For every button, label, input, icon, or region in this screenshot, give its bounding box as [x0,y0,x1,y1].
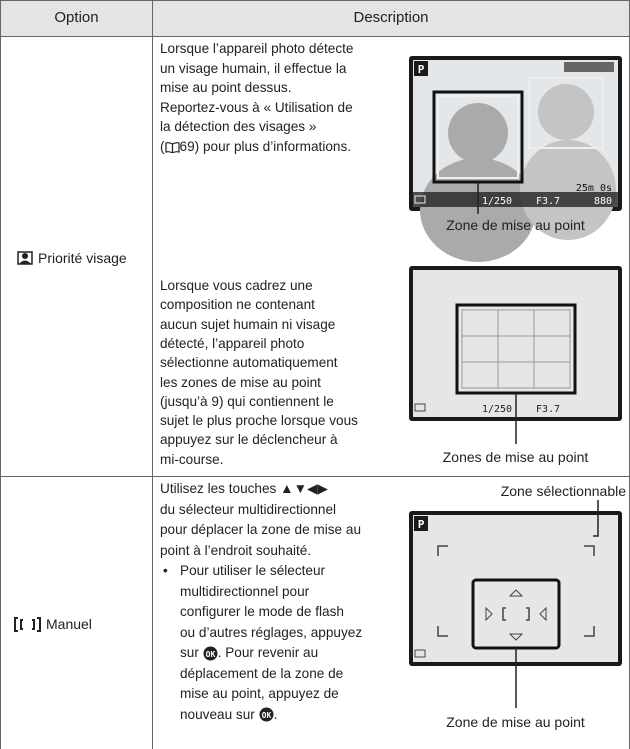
text-line: appuyez sur le déclencheur à [160,432,338,448]
text-part: . Pour revenir au [217,645,319,660]
screen-time: 25m 0s [576,183,612,194]
header-description: Description [153,0,629,36]
text-line: Pour utiliser le sélecteur [180,563,326,578]
text-part: ( [160,139,165,154]
text-line: aucun sujet humain ni visage [160,316,336,332]
text-line: les zones de mise au point [160,374,321,390]
text-line: Lorsque l’appareil photo détecte [160,41,354,56]
text-line: (jusqu’à 9) qui contiennent le [160,393,334,409]
text-line: Reportez-vous à « Utilisation de [160,99,353,115]
text-line: mise au point dessus. [160,80,292,96]
screen-shots: 880 [594,196,612,207]
text-part: sur [180,645,203,660]
caption: Zones de mise au point [442,449,589,465]
inline-icon: OK [203,645,218,661]
inline-icon: OK [259,707,274,722]
inline-icon [164,139,180,154]
caption: Zone sélectionnable [500,483,626,499]
svg-text:OK: OK [205,650,215,659]
caption: Zone de mise au point [446,714,585,730]
screen-mode: P [418,63,425,76]
svg-text:OK: OK [261,711,271,720]
caption: Zone de mise au point [446,217,585,233]
text-part: 69) pour plus d’informations. [179,139,352,154]
text-line: (69) pour plus d’informations. [160,139,351,154]
text-line: ou d’autres réglages, appuyez [180,624,363,640]
text-line: du sélecteur multidirectionnel [160,501,337,517]
text-line: un visage humain, il effectue la [160,60,347,76]
text-line: mi-course. [160,451,224,467]
text-line: sujet le plus proche lorsque vous [160,413,358,429]
bullet-dot: • [163,563,168,578]
text-line: nouveau sur OK. [180,707,277,723]
face-icon [17,251,33,265]
option-label: Manuel [46,616,92,632]
screen-grid [409,266,622,421]
screen-aperture: F3.7 [536,404,560,415]
header-option: Option [1,0,152,36]
text-line: sur OK. Pour revenir au [180,645,318,661]
screen-shutter: 1/250 [482,196,512,207]
text-part: nouveau sur [180,706,259,722]
screen-aperture: F3.7 [536,196,560,207]
screen-shutter: 1/250 [482,404,512,415]
text-part: . [273,706,278,722]
text-line: mise au point, appuyez de [180,686,339,701]
text-line: configurer le mode de flash [180,604,344,619]
text-line: la détection des visages » [160,119,317,135]
text-line: sélectionne automatiquement [160,355,338,371]
text-line: multidirectionnel pour [180,583,310,599]
text-line: composition ne contenant [160,297,315,313]
text-line: pour déplacer la zone de mise au [160,522,362,537]
manual-icon [14,617,41,632]
text-line: détecté, l’appareil photo [160,335,305,351]
text-line: Lorsque vous cadrez une [160,278,313,293]
text-line: point à l’endroit souhaité. [160,542,312,558]
text-line: déplacement de la zone de [180,665,344,681]
screen-mode: P [418,518,425,531]
screen-manual [409,511,622,666]
text-line: Utilisez les touches ▲▼◀▶ [160,481,328,496]
option-label: Priorité visage [38,250,127,266]
